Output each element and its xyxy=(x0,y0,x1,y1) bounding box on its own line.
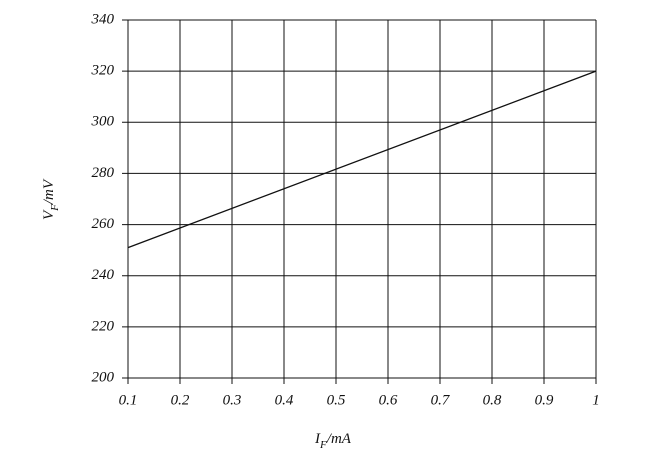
y-tick-label: 220 xyxy=(92,318,115,334)
x-tick-label: 1 xyxy=(592,392,600,408)
x-tick-label: 0.1 xyxy=(119,392,138,408)
x-tick-label: 0.4 xyxy=(275,392,294,408)
x-tick-label: 0.7 xyxy=(431,392,451,408)
y-tick-label: 300 xyxy=(91,114,115,130)
y-tick-label: 340 xyxy=(91,11,115,27)
y-tick-label: 200 xyxy=(92,369,115,385)
x-tick-label: 0.9 xyxy=(535,392,554,408)
y-tick-label: 280 xyxy=(92,165,115,181)
y-tick-label: 240 xyxy=(92,267,115,283)
line xyxy=(127,70,597,249)
x-tick-label: 0.3 xyxy=(223,392,242,408)
x-tick-label: 0.2 xyxy=(171,392,190,408)
y-tick-label: 260 xyxy=(92,216,115,232)
x-tick-label: 0.5 xyxy=(327,392,346,408)
y-tick-label: 320 xyxy=(91,63,115,79)
x-tick-label: 0.6 xyxy=(379,392,398,408)
y-axis-label: VF/mV xyxy=(41,178,60,220)
x-tick-label: 0.8 xyxy=(483,392,502,408)
x-axis-label: IF/mA xyxy=(314,431,352,450)
